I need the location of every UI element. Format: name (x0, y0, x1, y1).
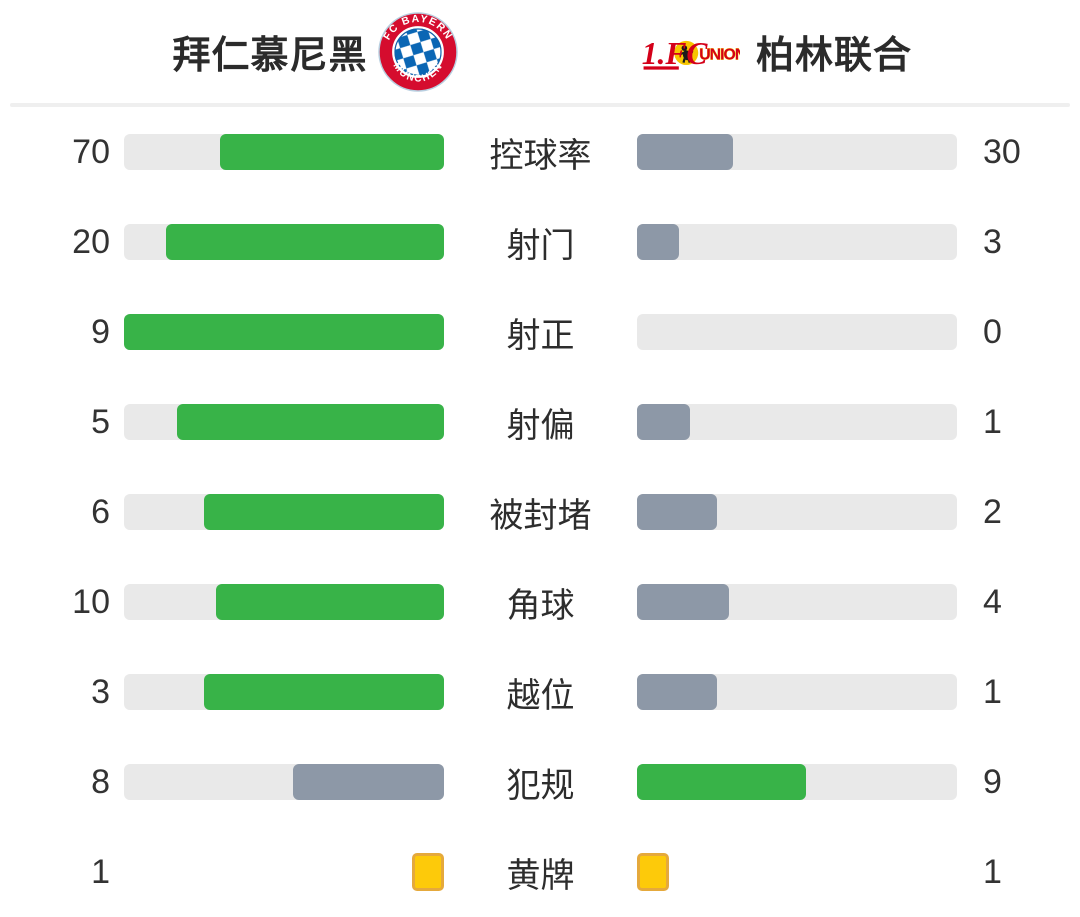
home-bar-fill (124, 314, 444, 350)
stat-row: 20 射门 3 (0, 197, 1080, 287)
home-bar (124, 674, 444, 710)
away-value: 1 (983, 403, 1002, 441)
header-divider (10, 103, 1070, 107)
home-value: 9 (91, 313, 110, 351)
away-value: 3 (983, 223, 1002, 261)
away-bar-fill (637, 674, 717, 710)
home-bar-fill (177, 404, 444, 440)
home-value: 20 (72, 223, 110, 261)
stat-label: 控球率 (489, 136, 592, 175)
home-bar (124, 764, 444, 800)
stat-label: 被封堵 (489, 496, 592, 535)
away-value: 30 (983, 133, 1021, 171)
away-value: 1 (983, 673, 1002, 711)
away-bar (637, 224, 957, 260)
away-value: 0 (983, 313, 1002, 351)
home-bar-fill (215, 584, 444, 620)
home-bar (124, 314, 444, 350)
stat-label: 犯规 (506, 766, 575, 805)
home-bar (124, 494, 444, 530)
away-bar (637, 494, 957, 530)
home-bar (124, 584, 444, 620)
home-bar-fill (204, 674, 444, 710)
away-team-name: 柏林联合 (755, 35, 912, 77)
home-value: 10 (72, 583, 110, 621)
away-bar (637, 584, 957, 620)
fc-bayern-crest-icon: FC BAYERN MÜNCHEN (377, 11, 458, 92)
away-value: 2 (983, 493, 1002, 531)
stat-row: 5 射偏 1 (0, 377, 1080, 467)
away-bar-fill (637, 404, 691, 440)
home-bar-fill (293, 764, 444, 800)
away-bar (637, 674, 957, 710)
away-team[interactable]: 1.FC UNION 柏林联合 (638, 24, 912, 79)
home-bar (124, 134, 444, 170)
home-value: 6 (91, 493, 110, 531)
away-yellow-card-icon (637, 853, 669, 891)
stat-label: 射正 (506, 316, 575, 355)
home-bar-fill (204, 494, 444, 530)
home-bar (124, 224, 444, 260)
match-stats-header: 拜仁慕尼黑 FC BAYERN MÜNCHEN (0, 0, 1080, 103)
home-value: 5 (91, 403, 110, 441)
away-bar-fill (637, 134, 733, 170)
union-crest-word-text: UNION (699, 46, 740, 63)
stat-label: 射偏 (506, 406, 575, 445)
home-value: 8 (91, 763, 110, 801)
home-bar-fill (165, 224, 444, 260)
union-crest-prefix-text: 1.FC (642, 36, 709, 71)
away-bar-fill (637, 764, 807, 800)
away-value: 1 (983, 853, 1002, 891)
stat-row: 70 控球率 30 (0, 107, 1080, 197)
stat-label: 黄牌 (506, 856, 575, 895)
away-bar (637, 764, 957, 800)
home-team-name: 拜仁慕尼黑 (172, 35, 368, 77)
away-bar-fill (637, 224, 679, 260)
stat-label: 角球 (506, 586, 575, 625)
home-bar-fill (220, 134, 444, 170)
stat-label: 越位 (506, 676, 575, 715)
stat-row: 8 犯规 9 (0, 737, 1080, 827)
away-value: 4 (983, 583, 1002, 621)
away-value: 9 (983, 763, 1002, 801)
home-value: 3 (91, 673, 110, 711)
home-bar (124, 404, 444, 440)
stat-row: 1 黄牌 1 (0, 827, 1080, 917)
union-bear-icon (680, 44, 694, 63)
home-team[interactable]: 拜仁慕尼黑 FC BAYERN MÜNCHEN (172, 11, 458, 92)
stat-row: 6 被封堵 2 (0, 467, 1080, 557)
away-bar (637, 134, 957, 170)
stats-rows: 70 控球率 30 20 (0, 107, 1080, 917)
stat-label: 射门 (506, 226, 575, 265)
stat-row: 9 射正 0 (0, 287, 1080, 377)
stat-row: 10 角球 4 (0, 557, 1080, 647)
home-value: 1 (91, 853, 110, 891)
away-bar (637, 404, 957, 440)
away-bar-fill (637, 584, 729, 620)
stat-row: 3 越位 1 (0, 647, 1080, 737)
away-bar (637, 314, 957, 350)
home-yellow-card-icon (412, 853, 444, 891)
union-berlin-crest-icon: 1.FC UNION (642, 36, 740, 71)
away-bar-fill (637, 494, 717, 530)
home-value: 70 (72, 133, 110, 171)
